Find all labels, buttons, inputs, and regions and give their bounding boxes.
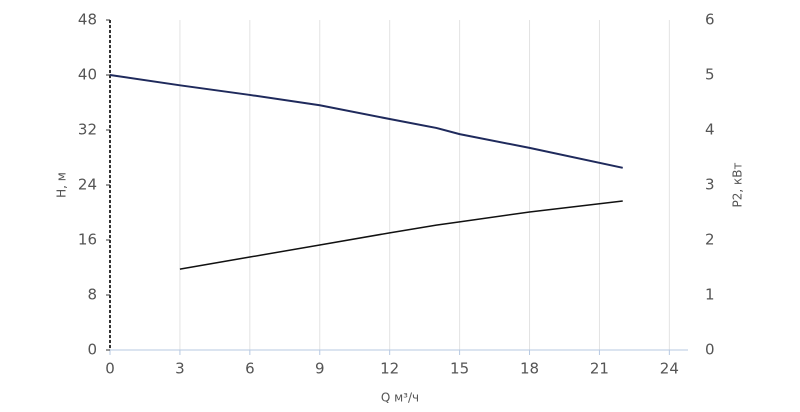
y2-axis-title: P2, кВт <box>731 163 745 208</box>
y2-tick-label: 2 <box>705 231 715 249</box>
x-tick-label: 21 <box>590 360 609 378</box>
data-line <box>179 200 623 270</box>
y-tick-label: 0 <box>87 341 97 359</box>
y-tick-label: 40 <box>78 66 97 84</box>
x-tick-label: 24 <box>660 360 679 378</box>
y2-tick-label: 3 <box>705 176 715 194</box>
y-tick-label: 48 <box>78 11 97 29</box>
y-tick-label: 16 <box>78 231 97 249</box>
y2-tick-label: 4 <box>705 121 715 139</box>
y-axis-title: H, м <box>55 172 69 198</box>
y2-tick-label: 5 <box>705 66 715 84</box>
x-tick-label: 6 <box>245 360 255 378</box>
x-tick-label: 9 <box>315 360 325 378</box>
x-tick-label: 3 <box>175 360 185 378</box>
data-line <box>109 74 623 169</box>
x-tick-label: 15 <box>450 360 469 378</box>
y2-tick-label: 1 <box>705 286 715 304</box>
x-tick-label: 12 <box>380 360 399 378</box>
x-tick-label: 18 <box>520 360 539 378</box>
x-tick-label: 0 <box>105 360 115 378</box>
y-tick-label: 24 <box>78 176 97 194</box>
y2-tick-label: 6 <box>705 11 715 29</box>
y2-tick-label: 0 <box>705 341 715 359</box>
y-tick-label: 32 <box>78 121 97 139</box>
y-tick-label: 8 <box>87 286 97 304</box>
x-axis-title: Q м³/ч <box>381 391 419 405</box>
